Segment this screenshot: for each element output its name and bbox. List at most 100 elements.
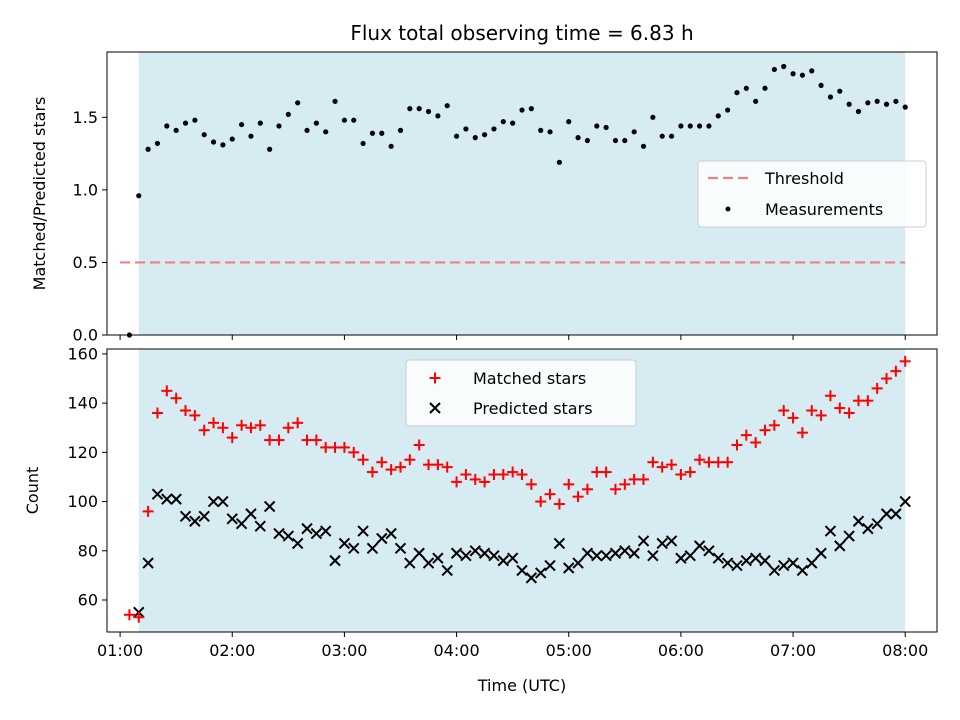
matched-star-marker — [198, 424, 210, 436]
count-y-axis-label: Count — [23, 467, 42, 515]
predicted-star-marker — [834, 540, 846, 552]
predicted-star-marker — [684, 550, 696, 562]
legend-x-marker — [429, 402, 441, 414]
measurement-point — [547, 129, 553, 135]
matched-star-marker — [226, 432, 238, 444]
matched-star-marker — [423, 459, 435, 471]
measurement-point — [323, 129, 329, 135]
measurement-point — [267, 146, 273, 152]
predicted-star-marker — [871, 518, 883, 530]
matched-star-marker — [338, 441, 350, 453]
count-panel: 60 80 100 120 140 160 01:00 02:00 03:00 04:00 05:… — [23, 344, 938, 695]
x-tick-label: 07:00 — [770, 641, 816, 660]
measurements-series — [126, 63, 908, 338]
matched-star-marker — [535, 496, 547, 508]
measurement-point — [388, 143, 394, 149]
predicted-star-marker — [749, 552, 762, 564]
matched-star-marker — [600, 466, 612, 478]
measurement-point — [369, 130, 376, 136]
matched-stars-series — [123, 355, 911, 623]
x-tick-label: 04:00 — [434, 641, 480, 660]
predicted-star-marker — [806, 557, 818, 569]
measurement-point — [837, 88, 843, 94]
predicted-star-marker — [880, 508, 893, 520]
predicted-star-marker — [544, 559, 556, 572]
measurement-point — [865, 100, 871, 106]
predicted-star-marker — [301, 522, 313, 535]
matched-star-marker — [553, 498, 565, 510]
matched-star-marker — [666, 459, 678, 471]
predicted-star-marker — [469, 545, 481, 557]
matched-star-marker — [479, 476, 491, 488]
measurement-point — [640, 143, 647, 149]
predicted-star-marker — [824, 525, 837, 537]
measurement-point — [566, 119, 572, 125]
measurement-point — [678, 123, 684, 129]
measurement-point — [444, 103, 450, 109]
predicted-star-marker — [198, 510, 210, 523]
predicted-star-marker — [778, 559, 790, 572]
matched-star-marker — [834, 402, 846, 414]
measurement-point — [725, 107, 731, 113]
ratio-axes-frame — [106, 51, 938, 336]
matched-star-marker — [180, 405, 192, 417]
matched-star-marker — [890, 365, 902, 377]
matched-star-marker — [656, 461, 668, 473]
measurement-point — [659, 133, 665, 139]
measurement-point — [556, 159, 562, 165]
measurement-point — [425, 108, 432, 115]
count-legend: Matched stars Predicted stars — [405, 359, 637, 427]
predicted-star-marker — [843, 530, 855, 542]
x-tick-label: 02:00 — [209, 641, 255, 660]
predicted-star-marker — [740, 554, 753, 567]
predicted-star-marker — [600, 550, 612, 562]
predicted-star-marker — [899, 495, 911, 508]
measurement-point — [416, 106, 422, 112]
predicted-star-marker — [815, 547, 827, 559]
measurement-point — [276, 123, 282, 129]
ratio-legend-box — [697, 160, 927, 228]
measurement-point — [519, 107, 525, 113]
legend-matched-swatch — [429, 372, 441, 384]
predicted-star-marker — [516, 564, 528, 577]
measurement-point — [715, 113, 721, 119]
x-tick-label: 05:00 — [546, 641, 592, 660]
measurement-point — [145, 146, 151, 152]
measurement-point — [238, 121, 245, 128]
predicted-star-marker — [721, 557, 734, 569]
matched-star-marker — [806, 405, 818, 417]
matched-star-marker — [525, 478, 537, 490]
count-y-ticks: 60 80 100 120 140 160 — [67, 344, 107, 610]
measurement-point — [753, 98, 759, 104]
predicted-star-marker — [245, 508, 257, 520]
ratio-x-ticks — [119, 335, 906, 340]
matched-star-marker — [694, 454, 706, 466]
legend-predicted-label: Predicted stars — [473, 399, 593, 418]
predicted-star-marker — [796, 564, 809, 577]
measurement-point — [846, 101, 852, 107]
x-tick-label: 03:00 — [321, 641, 367, 660]
predicted-star-marker — [217, 495, 229, 508]
predicted-star-marker — [441, 564, 453, 577]
ratio-y-tick-label: 0.0 — [73, 326, 98, 345]
measurement-point — [883, 101, 890, 107]
predicted-star-marker — [497, 554, 510, 567]
x-axis-label: Time (UTC) — [477, 676, 566, 695]
measurement-point — [351, 117, 357, 123]
measurement-point — [220, 142, 226, 148]
matched-star-marker — [217, 422, 229, 434]
matched-star-marker — [544, 488, 556, 500]
predicted-star-marker — [759, 554, 771, 567]
matched-star-marker — [348, 446, 360, 458]
ratio-y-ticks: 0.0 0.5 1.0 1.5 — [73, 108, 107, 345]
matched-star-marker — [750, 437, 762, 449]
predicted-star-marker — [366, 542, 379, 555]
matched-star-marker — [236, 419, 248, 431]
measurement-point — [500, 119, 506, 125]
measurement-point — [510, 120, 516, 126]
predicted-star-marker — [619, 545, 631, 557]
matched-star-marker — [862, 395, 874, 407]
measurement-point — [575, 135, 581, 141]
predicted-star-marker — [506, 552, 519, 564]
measurement-point — [771, 66, 777, 73]
